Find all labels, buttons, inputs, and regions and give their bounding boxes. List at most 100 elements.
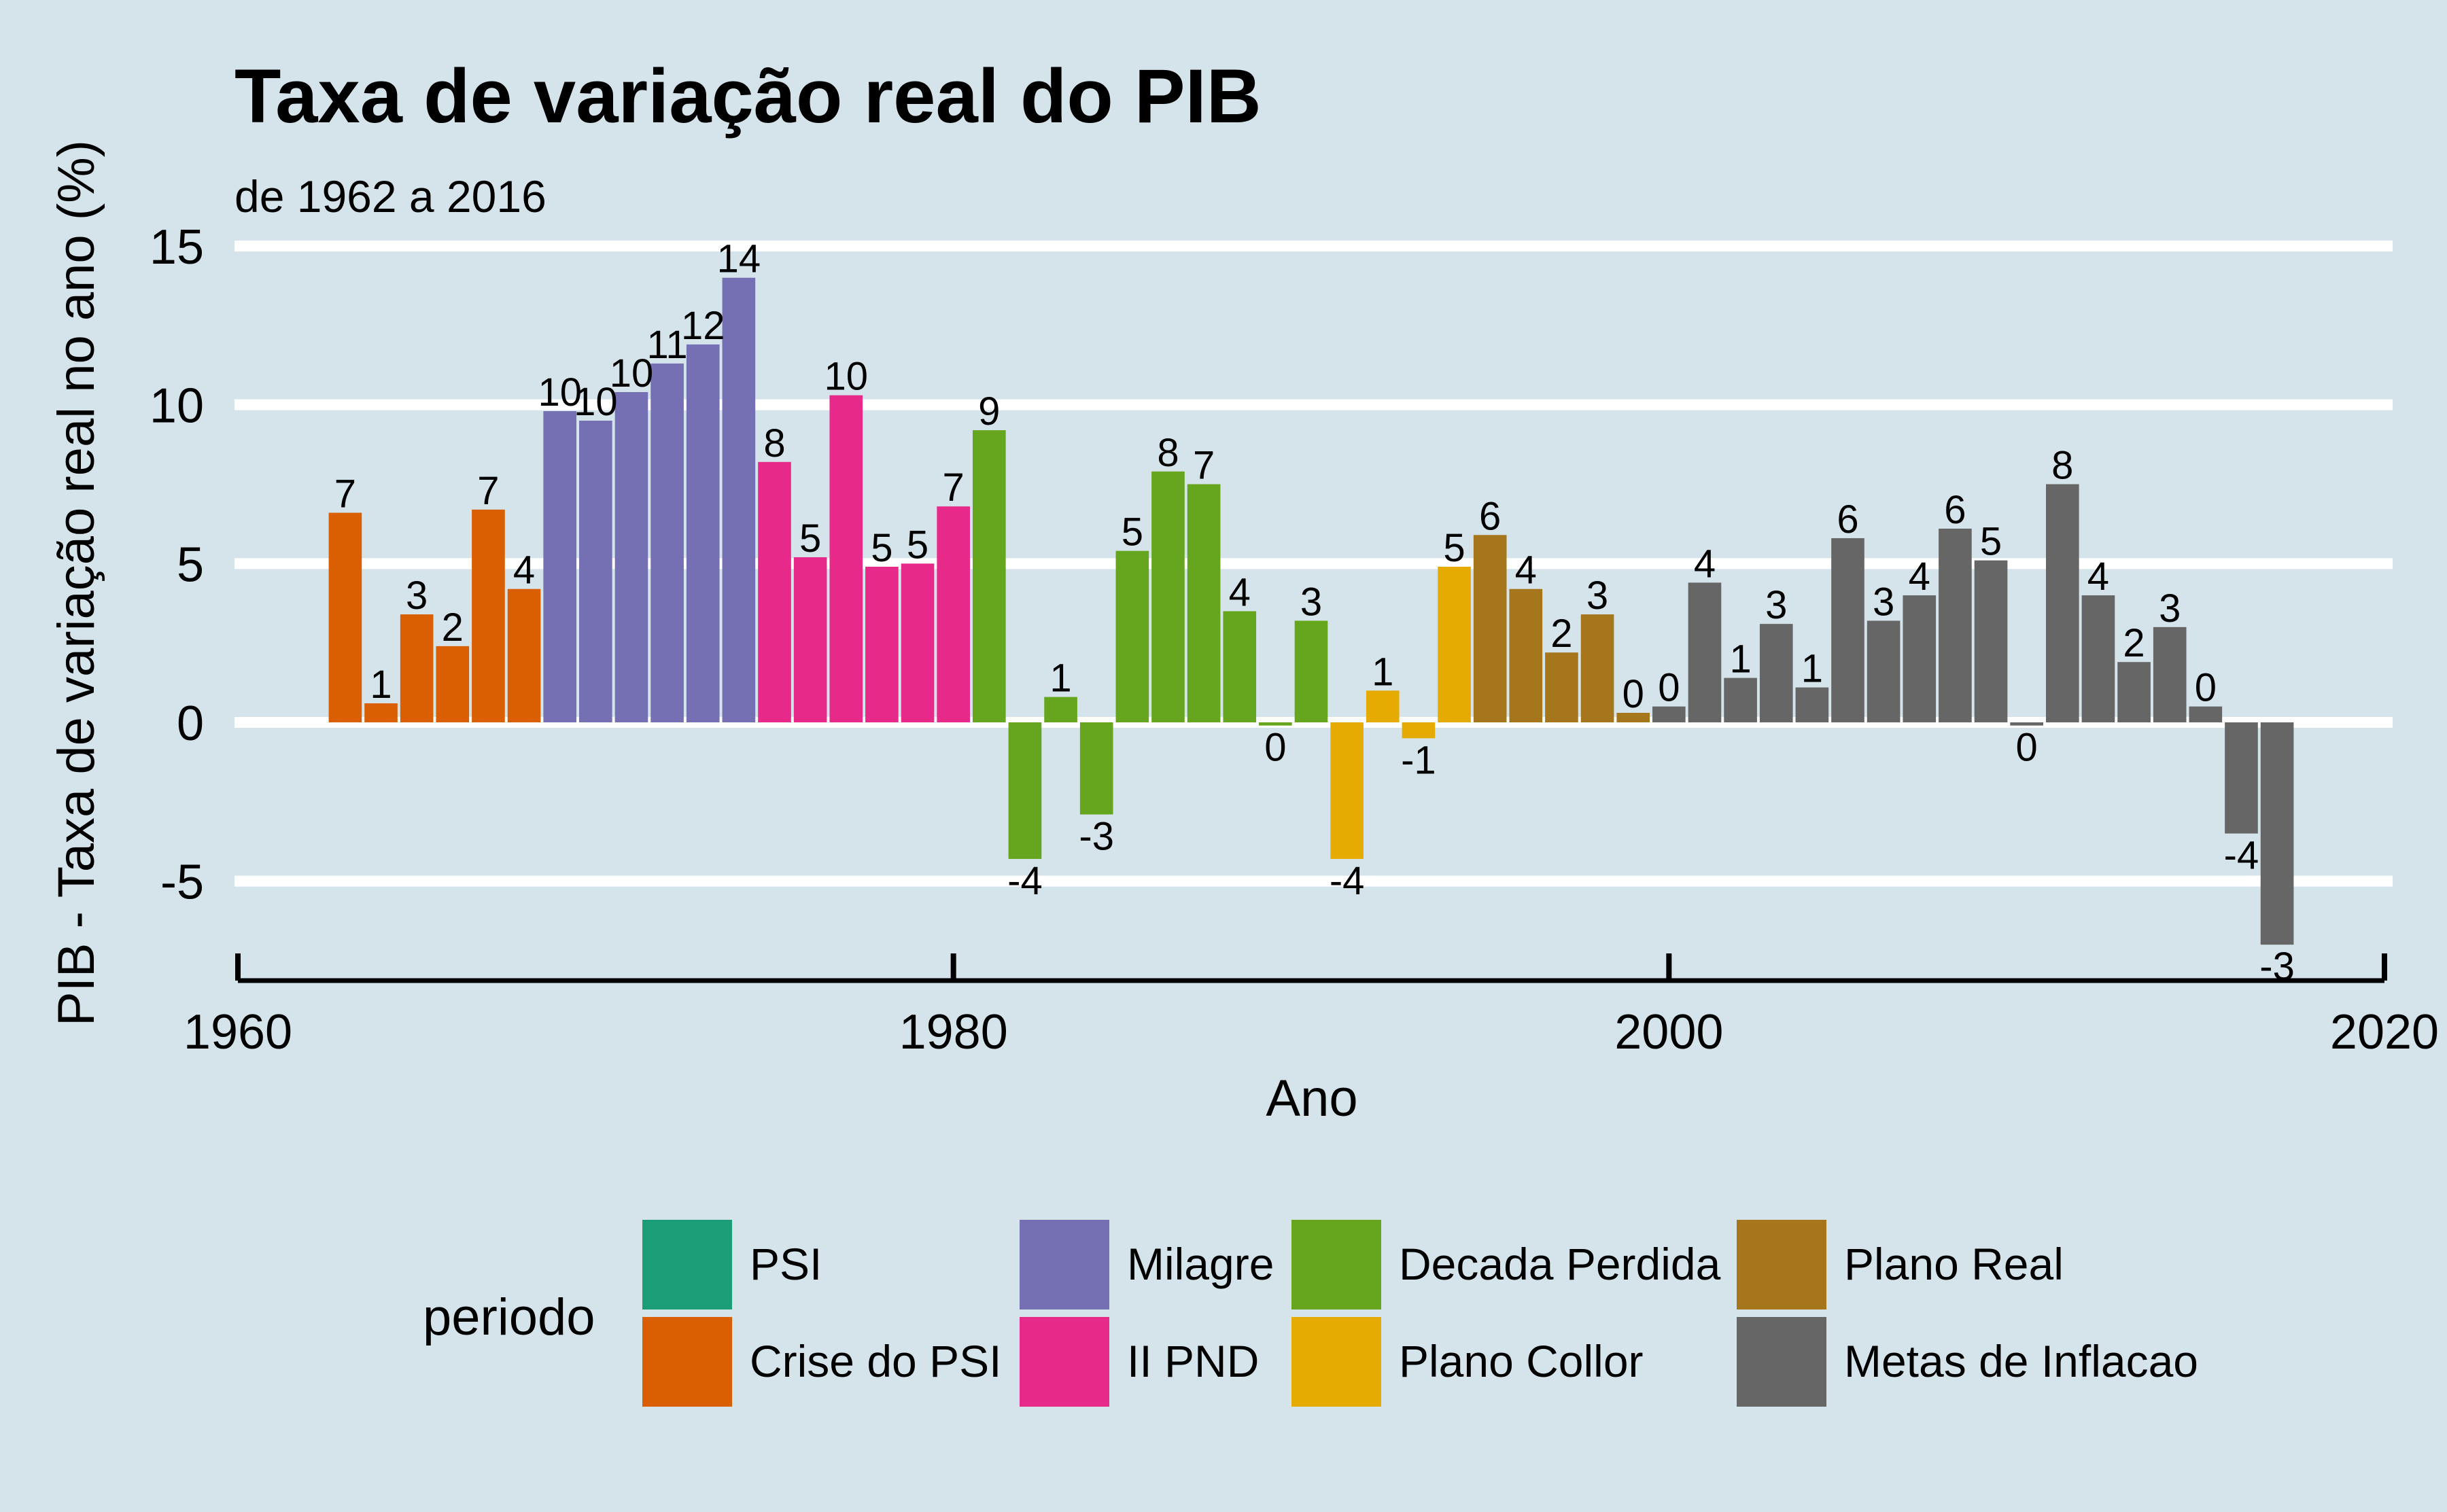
bar xyxy=(1294,620,1328,722)
bar-value-label: 10 xyxy=(610,351,654,395)
y-tick-label: 0 xyxy=(177,697,204,751)
legend-label: II PND xyxy=(1127,1336,1259,1386)
bar xyxy=(1580,614,1614,722)
bar-value-label: 0 xyxy=(2195,666,2217,710)
bar-value-label: 3 xyxy=(1586,574,1608,618)
bar-value-label: 5 xyxy=(907,523,929,567)
bar-value-label: 0 xyxy=(1658,666,1680,710)
legend-label: Plano Real xyxy=(1844,1239,2064,1289)
bar xyxy=(400,614,434,722)
bar xyxy=(865,567,899,722)
x-axis-title: Ano xyxy=(1266,1070,1357,1127)
bar xyxy=(614,391,648,722)
bar xyxy=(1795,687,1829,722)
bar-value-label: -3 xyxy=(1079,815,1114,859)
legend-swatch xyxy=(1291,1220,1381,1309)
bar xyxy=(543,411,577,722)
bar-value-label: 3 xyxy=(1300,580,1322,624)
y-axis-title: PIB - Taxa de variação real no ano (%) xyxy=(48,140,105,1026)
bar xyxy=(2081,595,2115,722)
legend-swatch xyxy=(1737,1220,1826,1309)
x-tick-label: 2020 xyxy=(2330,1005,2439,1059)
bar xyxy=(1759,624,1793,722)
bar xyxy=(1008,722,1042,859)
bar-value-label: -4 xyxy=(1007,859,1043,903)
bar-value-label: 4 xyxy=(1515,548,1537,593)
bar xyxy=(1974,560,2008,722)
bar xyxy=(1652,706,1686,722)
bar-value-label: 8 xyxy=(2051,444,2073,488)
legend-swatch xyxy=(1020,1317,1109,1407)
bar-value-label: 1 xyxy=(370,663,392,707)
bar xyxy=(1330,722,1364,859)
bar xyxy=(758,461,791,722)
bar-value-label: 2 xyxy=(442,605,464,650)
bar xyxy=(937,506,970,722)
bar xyxy=(1079,722,1113,815)
bar-value-label: 2 xyxy=(2123,621,2145,665)
bar-value-label: 7 xyxy=(943,465,965,510)
bar-value-label: 4 xyxy=(513,548,535,593)
legend-label: Milagre xyxy=(1127,1239,1274,1289)
bar-value-label: 4 xyxy=(2087,555,2109,599)
x-tick-label: 1980 xyxy=(899,1005,1008,1059)
bar xyxy=(1939,528,1972,722)
bar-value-label: 1 xyxy=(1049,656,1071,701)
y-tick-label: -5 xyxy=(160,856,204,910)
bar-value-label: 0 xyxy=(1264,726,1286,770)
bar xyxy=(1151,471,1185,722)
legend-label: Decada Perdida xyxy=(1399,1239,1721,1289)
bar-value-label: -4 xyxy=(1330,859,1365,903)
legend-label: Crise do PSI xyxy=(750,1336,1001,1386)
bar-value-label: 10 xyxy=(538,370,582,415)
bars-layer xyxy=(328,277,2294,945)
x-tick-label: 1960 xyxy=(184,1005,292,1059)
legend-swatch xyxy=(1737,1317,1826,1407)
bar xyxy=(1187,484,1221,722)
bar xyxy=(829,395,863,722)
bar xyxy=(1724,678,1757,722)
bar-value-label: 2 xyxy=(1550,612,1572,656)
bar-value-label: 3 xyxy=(406,574,428,618)
bar xyxy=(1438,567,1471,722)
legend-title: periodo xyxy=(423,1288,595,1346)
bar-value-label: 10 xyxy=(825,355,869,399)
bar-value-label: 3 xyxy=(1873,580,1894,624)
bar xyxy=(2225,722,2258,834)
bar-value-label: 9 xyxy=(978,389,1000,434)
y-tick-label: 10 xyxy=(150,379,204,434)
bar xyxy=(901,563,935,722)
bar-value-label: 6 xyxy=(1837,497,1858,542)
bar xyxy=(972,430,1006,722)
bar-value-label: 5 xyxy=(1980,520,2002,564)
bar xyxy=(722,277,756,722)
bar xyxy=(2189,706,2223,722)
bar-value-label: 5 xyxy=(1443,526,1465,570)
bar-value-label: 1 xyxy=(1729,637,1751,682)
chart-title: Taxa de variação real do PIB xyxy=(235,54,1262,139)
y-tick-label: 15 xyxy=(150,220,204,275)
bar xyxy=(793,557,827,722)
bar xyxy=(2117,662,2151,722)
legend-swatch xyxy=(642,1220,732,1309)
bar xyxy=(1616,712,1650,722)
bar xyxy=(1867,620,1901,722)
bar-value-label: 1 xyxy=(1801,647,1823,691)
bar-value-label: 11 xyxy=(646,323,687,367)
bar-value-label: 12 xyxy=(681,304,725,348)
bar xyxy=(579,421,612,722)
bar-value-label: 10 xyxy=(574,380,618,424)
bar-value-label: 8 xyxy=(1157,431,1179,475)
y-axis-tick-labels: -5 0 5 10 15 xyxy=(150,220,204,910)
bar-value-label: 5 xyxy=(871,526,892,570)
legend-swatch xyxy=(1291,1317,1381,1407)
bar-value-label: 4 xyxy=(1909,555,1930,599)
bar xyxy=(2153,627,2187,722)
bar-value-label: -1 xyxy=(1401,738,1436,782)
bar xyxy=(1509,588,1543,722)
legend-label: Plano Collor xyxy=(1399,1336,1644,1386)
bar-value-label: 5 xyxy=(1122,510,1143,555)
legend: periodo PSI Milagre Decada Perdida Plano Re… xyxy=(423,1220,2198,1407)
